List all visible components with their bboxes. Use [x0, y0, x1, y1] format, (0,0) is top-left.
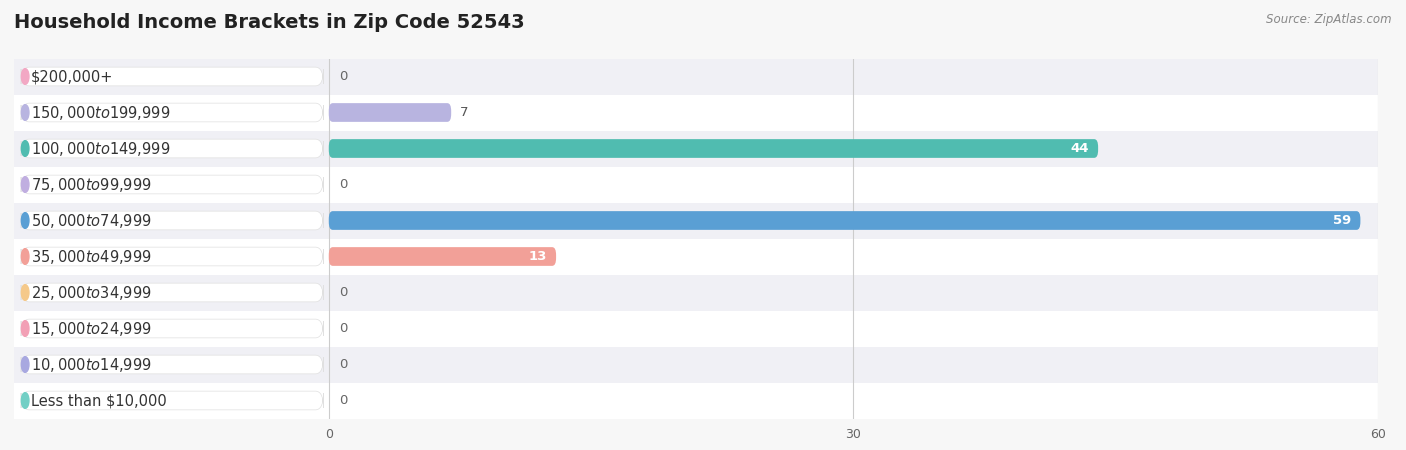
FancyBboxPatch shape	[21, 247, 323, 266]
Text: $200,000+: $200,000+	[31, 69, 114, 84]
Text: 0: 0	[339, 70, 347, 83]
FancyBboxPatch shape	[14, 130, 1378, 166]
FancyBboxPatch shape	[14, 310, 1378, 346]
Text: 0: 0	[339, 394, 347, 407]
Text: 0: 0	[339, 358, 347, 371]
Text: $10,000 to $14,999: $10,000 to $14,999	[31, 356, 152, 373]
Circle shape	[21, 69, 30, 84]
Text: Household Income Brackets in Zip Code 52543: Household Income Brackets in Zip Code 52…	[14, 14, 524, 32]
FancyBboxPatch shape	[21, 211, 323, 230]
Text: $75,000 to $99,999: $75,000 to $99,999	[31, 176, 152, 194]
Circle shape	[21, 357, 30, 372]
FancyBboxPatch shape	[14, 346, 1378, 382]
Circle shape	[21, 321, 30, 336]
FancyBboxPatch shape	[21, 175, 323, 194]
FancyBboxPatch shape	[329, 211, 1361, 230]
FancyBboxPatch shape	[21, 355, 323, 374]
FancyBboxPatch shape	[21, 103, 323, 122]
FancyBboxPatch shape	[21, 391, 323, 410]
Circle shape	[21, 213, 30, 228]
Text: $15,000 to $24,999: $15,000 to $24,999	[31, 320, 152, 338]
FancyBboxPatch shape	[329, 103, 451, 122]
Text: 44: 44	[1071, 142, 1090, 155]
Text: Less than $10,000: Less than $10,000	[31, 393, 167, 408]
Text: Source: ZipAtlas.com: Source: ZipAtlas.com	[1267, 14, 1392, 27]
FancyBboxPatch shape	[14, 94, 1378, 130]
Text: 0: 0	[339, 322, 347, 335]
Text: 59: 59	[1333, 214, 1351, 227]
FancyBboxPatch shape	[21, 283, 323, 302]
Circle shape	[21, 249, 30, 264]
Text: 13: 13	[529, 250, 547, 263]
FancyBboxPatch shape	[14, 382, 1378, 418]
FancyBboxPatch shape	[14, 202, 1378, 238]
Circle shape	[21, 105, 30, 120]
Text: $150,000 to $199,999: $150,000 to $199,999	[31, 104, 170, 122]
Text: $35,000 to $49,999: $35,000 to $49,999	[31, 248, 152, 266]
Text: 0: 0	[339, 178, 347, 191]
FancyBboxPatch shape	[14, 58, 1378, 94]
Circle shape	[21, 285, 30, 300]
FancyBboxPatch shape	[21, 67, 323, 86]
Circle shape	[21, 177, 30, 192]
FancyBboxPatch shape	[21, 319, 323, 338]
Text: $50,000 to $74,999: $50,000 to $74,999	[31, 212, 152, 230]
Circle shape	[21, 393, 30, 408]
FancyBboxPatch shape	[14, 238, 1378, 274]
Text: 7: 7	[460, 106, 468, 119]
Text: $100,000 to $149,999: $100,000 to $149,999	[31, 140, 170, 158]
Text: $25,000 to $34,999: $25,000 to $34,999	[31, 284, 152, 302]
FancyBboxPatch shape	[14, 274, 1378, 310]
FancyBboxPatch shape	[21, 139, 323, 158]
FancyBboxPatch shape	[14, 166, 1378, 202]
Text: 0: 0	[339, 286, 347, 299]
FancyBboxPatch shape	[329, 247, 557, 266]
FancyBboxPatch shape	[329, 139, 1098, 158]
Circle shape	[21, 141, 30, 156]
